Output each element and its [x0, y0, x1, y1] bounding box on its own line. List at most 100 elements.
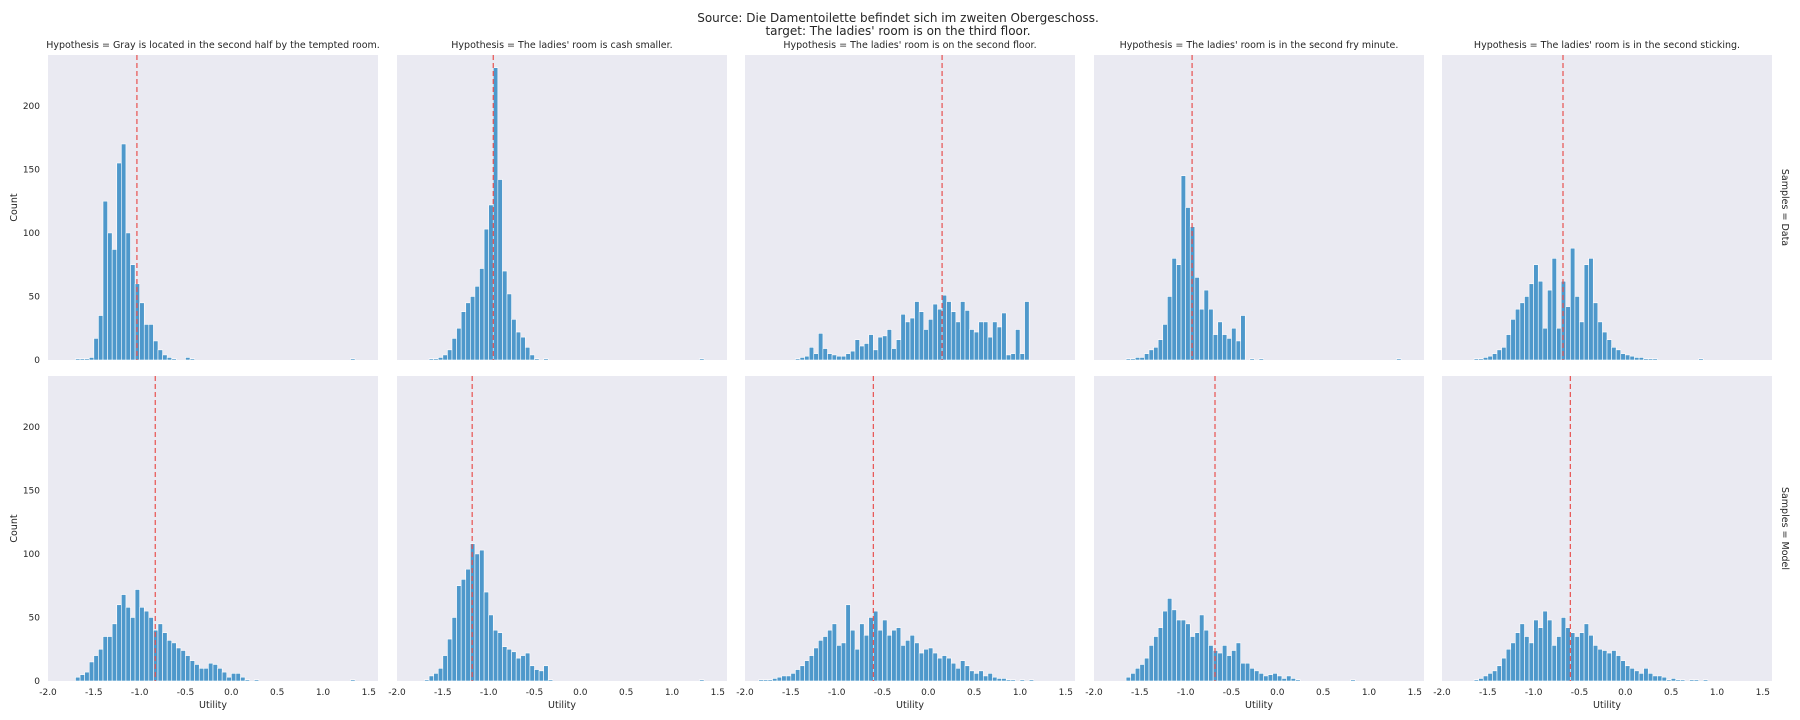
- histogram-bar: [882, 335, 888, 361]
- histogram-bar: [946, 657, 952, 682]
- histogram-bar: [840, 355, 847, 361]
- histogram-bar: [1153, 636, 1159, 682]
- histogram-bar: [1588, 634, 1594, 682]
- histogram-bar: [1125, 676, 1131, 682]
- histogram-bar: [1487, 673, 1493, 682]
- histogram-bar: [479, 549, 485, 682]
- histogram-bar: [1592, 302, 1599, 361]
- histogram-bar: [221, 671, 228, 682]
- histogram-bar: [1670, 678, 1677, 682]
- y-tick-label: 150: [23, 165, 40, 175]
- x-tick-label: -2.0: [1085, 688, 1103, 698]
- x-tick-label: 0.0: [1270, 688, 1285, 698]
- histogram-bar: [1199, 614, 1205, 682]
- x-tick-label: -1.5: [85, 688, 103, 698]
- histogram-bar: [950, 311, 957, 361]
- histogram-bar: [859, 345, 865, 361]
- histogram-bar: [790, 673, 796, 682]
- histogram-bar: [946, 301, 952, 361]
- panel-r1-c1: -2.0 -1.5 -1.0 -0.5 0.0 0.5 1.0 1.5 Utility: [388, 376, 727, 711]
- histogram-bar: [1134, 357, 1141, 361]
- histogram-bar: [1157, 339, 1164, 361]
- histogram-bar: [1592, 645, 1599, 682]
- histogram-bar: [973, 331, 980, 361]
- histogram-bar: [1249, 667, 1255, 682]
- histogram-bar: [1611, 346, 1617, 361]
- histogram-bar: [447, 349, 453, 361]
- y-tick-label: 50: [29, 292, 41, 302]
- histogram-bar: [950, 662, 957, 682]
- histogram-bar: [836, 645, 842, 682]
- histogram-bar: [918, 311, 925, 361]
- histogram-bar: [776, 676, 782, 682]
- histogram-bar: [827, 629, 833, 682]
- histogram-bar: [1505, 334, 1512, 361]
- histogram-bar: [1208, 308, 1214, 361]
- histogram-bar: [1647, 358, 1654, 361]
- histogram-bar: [75, 358, 81, 361]
- histogram-bar: [818, 640, 824, 682]
- x-tick-label: 0.0: [921, 688, 936, 698]
- histogram-bar: [891, 348, 897, 361]
- histogram-bar: [1473, 679, 1479, 682]
- panel-r0-c0: Hypothesis = Gray is located in the seco…: [9, 40, 380, 366]
- histogram-bar: [102, 200, 108, 361]
- histogram-bar: [1702, 679, 1709, 682]
- histogram-bar: [1542, 610, 1548, 682]
- histogram-bar: [1643, 358, 1649, 361]
- histogram-bar: [1487, 355, 1493, 361]
- histogram-bar: [1528, 642, 1534, 682]
- panel-r1-c0: 0 50 100 150 200 Count -2.0 -1.5 -1.0 -0.5 0.0 0.5 1…: [9, 376, 378, 711]
- histogram-bar: [983, 675, 989, 682]
- histogram-bar: [758, 679, 764, 682]
- histogram-bar: [157, 349, 163, 361]
- histogram-bar: [877, 336, 883, 361]
- histogram-bar: [1510, 642, 1516, 682]
- histogram-bar: [960, 301, 966, 361]
- histogram-bar: [511, 319, 517, 361]
- histogram-bar: [973, 673, 980, 682]
- x-tick-label: -2.0: [736, 688, 754, 698]
- histogram-bar: [451, 338, 457, 361]
- histogram-bar: [456, 327, 462, 361]
- histogram-bar: [1185, 623, 1191, 682]
- x-axis-label: Utility: [1245, 700, 1273, 711]
- histogram-bar: [941, 655, 947, 682]
- panel-r1-c3: -2.0 -1.5 -1.0 -0.5 0.0 0.5 1.0 1.5 Utility: [1085, 376, 1424, 711]
- x-tick-label: -2.0: [1433, 688, 1451, 698]
- histogram-bar: [451, 617, 457, 682]
- histogram-bar: [905, 640, 911, 682]
- histogram-bar: [1272, 673, 1278, 682]
- panel-title: Hypothesis = The ladies' room is in the …: [1120, 40, 1399, 51]
- x-tick-label: 0.0: [1618, 688, 1633, 698]
- histogram-bar: [1019, 353, 1025, 361]
- histogram-bar: [840, 642, 847, 682]
- histogram-bar: [171, 358, 177, 361]
- histogram-bar: [483, 228, 489, 361]
- histogram-bar: [1652, 675, 1658, 682]
- histogram-bar: [1625, 354, 1631, 361]
- histogram-bar: [166, 640, 173, 682]
- histogram-bar: [923, 648, 929, 682]
- histogram-bar: [148, 324, 154, 361]
- panel-background: [397, 55, 727, 360]
- histogram-bar: [918, 652, 925, 682]
- histogram-bar: [1620, 660, 1626, 682]
- histogram-bar: [1556, 636, 1562, 682]
- histogram-bar: [244, 679, 250, 682]
- histogram-bar: [905, 321, 911, 361]
- histogram-bar: [877, 629, 883, 682]
- histogram-bar: [1185, 207, 1191, 361]
- histogram-bar: [1574, 636, 1580, 682]
- histogram-bar: [492, 67, 499, 361]
- histogram-bar: [978, 321, 984, 361]
- y-tick-label: 0: [34, 356, 40, 366]
- histogram-bar: [460, 311, 467, 361]
- histogram-bar: [992, 676, 998, 682]
- histogram-bar: [923, 329, 929, 361]
- histogram-bar: [1473, 358, 1479, 361]
- panel-r0-c3: Hypothesis = The ladies' room is in the …: [1094, 40, 1424, 361]
- histogram-bar: [937, 657, 943, 682]
- histogram-bar: [157, 623, 163, 682]
- histogram-bar: [162, 354, 168, 361]
